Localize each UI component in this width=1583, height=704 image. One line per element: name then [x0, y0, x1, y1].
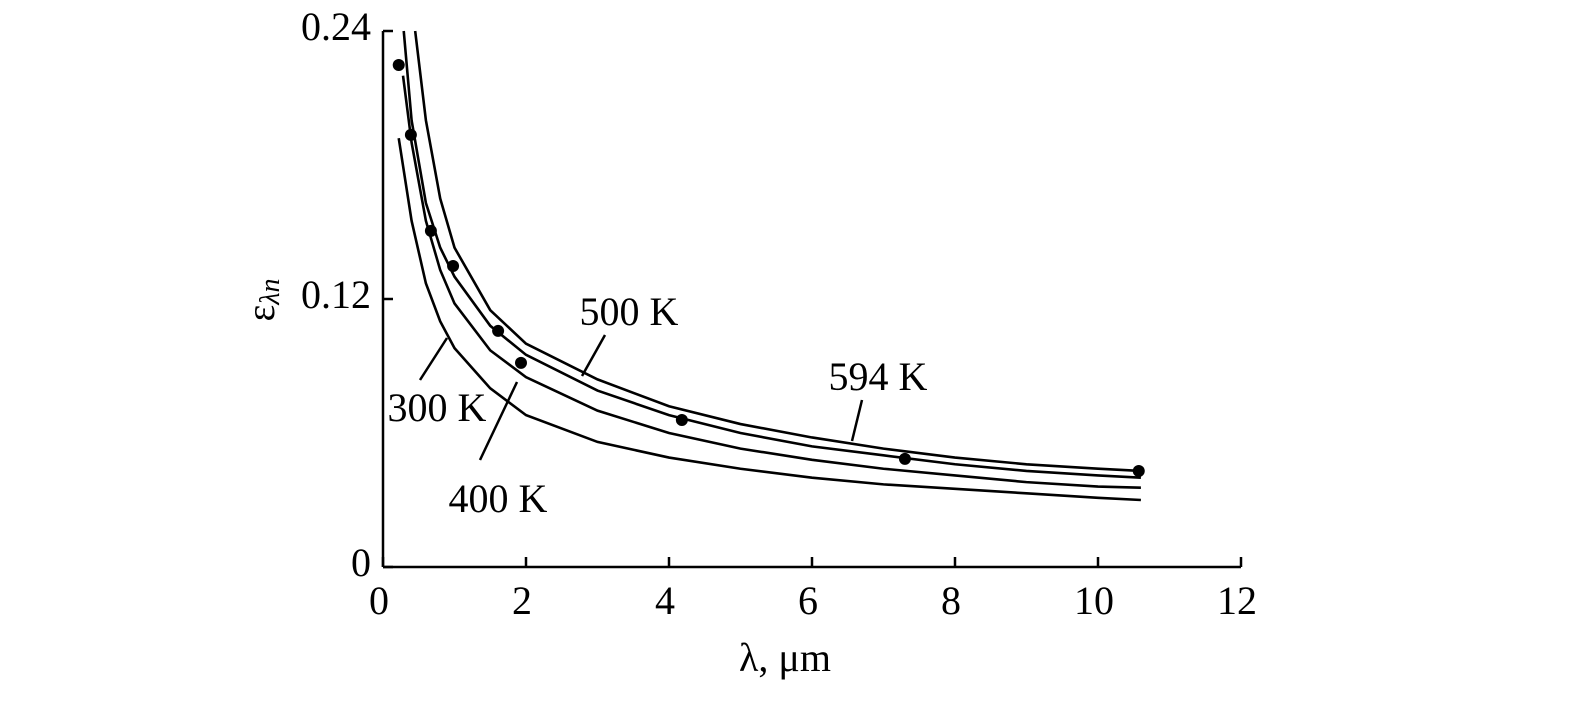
curve: [402, 30, 1141, 479]
data-point: [447, 259, 460, 272]
y-tick-label: 0: [351, 540, 371, 585]
x-tick-label: 10: [1074, 578, 1114, 623]
data-point: [898, 452, 911, 465]
label-leader: [580, 334, 607, 377]
label-leader: [478, 381, 519, 461]
data-point: [1132, 464, 1145, 477]
y-tick-label: 0.12: [301, 272, 371, 317]
curve-label: 594 K: [829, 354, 928, 399]
curve-label: 400 K: [449, 476, 548, 521]
x-axis-label: λ, μm: [739, 635, 831, 680]
y-axis-label: ελn: [238, 279, 286, 322]
x-tick-label: 12: [1217, 578, 1257, 623]
data-point: [392, 58, 405, 71]
y-label-main: ε: [238, 305, 283, 322]
x-tick-label: 8: [941, 578, 961, 623]
curve: [413, 30, 1141, 473]
data-point: [404, 128, 417, 141]
x-tick-label: 0: [369, 578, 389, 623]
x-tick-label: 6: [798, 578, 818, 623]
curve-label: 500 K: [580, 289, 679, 334]
curve: [401, 75, 1141, 490]
x-tick-label: 4: [655, 578, 675, 623]
data-point: [492, 324, 505, 337]
y-label-sub: λn: [255, 279, 286, 306]
curve-label: 300 K: [388, 385, 487, 430]
data-point: [675, 414, 688, 427]
data-point: [514, 356, 527, 369]
y-tick-label: 0.24: [301, 4, 371, 49]
data-point: [424, 224, 437, 237]
label-leader: [850, 399, 864, 442]
curve: [397, 137, 1141, 502]
y-axis-symbol: ελn: [238, 279, 286, 322]
x-tick-label: 2: [512, 578, 532, 623]
label-leader: [418, 337, 449, 381]
